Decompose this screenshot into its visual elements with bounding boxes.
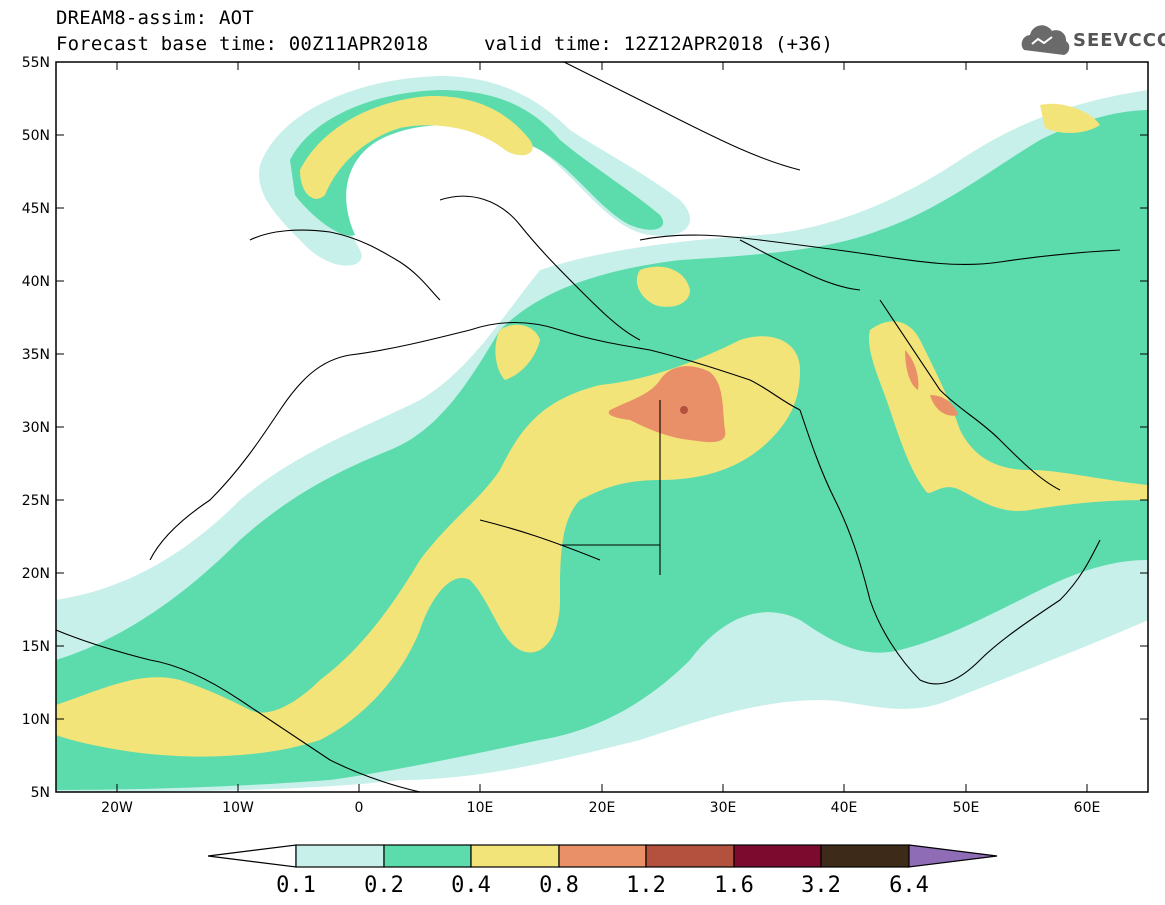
logo-text: SEEVCCC bbox=[1073, 30, 1165, 51]
colorbar-swatch bbox=[295, 844, 385, 868]
aot-band-0.4-caspian bbox=[1040, 103, 1100, 133]
colorbar-swatch bbox=[733, 844, 822, 868]
lat-label: 20N bbox=[22, 566, 50, 582]
lat-label: 50N bbox=[22, 128, 50, 144]
colorbar bbox=[207, 844, 998, 868]
longitude-axis: 20W 10W 0 10E 20E 30E 40E 50E 60E bbox=[101, 62, 1100, 816]
aot-band-0.4-europe bbox=[300, 95, 533, 199]
colorbar-labels: 0.1 0.2 0.4 0.8 1.2 1.6 3.2 6.4 bbox=[276, 873, 929, 898]
aot-band-0.4-gulf bbox=[869, 321, 1148, 511]
lat-label: 40N bbox=[22, 274, 50, 290]
coastlines bbox=[56, 62, 1121, 792]
lat-label: 5N bbox=[31, 785, 50, 801]
colorbar-label: 1.6 bbox=[714, 873, 754, 898]
lon-label: 60E bbox=[1074, 800, 1101, 816]
forecast-base-time: Forecast base time: 00Z11APR2018 bbox=[56, 33, 429, 55]
aot-band-1.2 bbox=[680, 406, 688, 414]
lon-label: 20W bbox=[101, 800, 133, 816]
colorbar-label: 3.2 bbox=[801, 873, 841, 898]
lat-label: 45N bbox=[22, 201, 50, 217]
aot-field bbox=[56, 62, 1148, 792]
aot-band-0.4-west bbox=[56, 336, 800, 757]
colorbar-label: 0.4 bbox=[451, 873, 491, 898]
colorbar-swatch bbox=[383, 844, 472, 868]
aot-band-0.4-algeria bbox=[495, 324, 540, 380]
lon-label: 10W bbox=[222, 800, 254, 816]
colorbar-swatch bbox=[820, 844, 910, 868]
lat-label: 25N bbox=[22, 493, 50, 509]
lon-label: 10E bbox=[467, 800, 494, 816]
lat-label: 35N bbox=[22, 347, 50, 363]
colorbar-high-arrow bbox=[908, 844, 998, 868]
aot-band-0.8-iraq bbox=[905, 350, 919, 390]
colorbar-label: 0.2 bbox=[364, 873, 404, 898]
colorbar-swatch bbox=[645, 844, 735, 868]
lat-label: 30N bbox=[22, 420, 50, 436]
lon-label: 20E bbox=[589, 800, 616, 816]
aot-band-0.4-aegean bbox=[636, 266, 690, 307]
lat-label: 55N bbox=[22, 55, 50, 71]
colorbar-swatch bbox=[558, 844, 647, 868]
lat-label: 15N bbox=[22, 639, 50, 655]
colorbar-label: 0.8 bbox=[539, 873, 579, 898]
aot-band-0.8-kuwait bbox=[930, 395, 958, 416]
colorbar-label: 6.4 bbox=[889, 873, 929, 898]
colorbar-low-arrow bbox=[207, 844, 297, 868]
product-title: DREAM8-assim: AOT bbox=[56, 7, 254, 29]
colorbar-swatch bbox=[470, 844, 560, 868]
colorbar-label: 1.2 bbox=[626, 873, 666, 898]
latitude-axis: 55N 50N 45N 40N 35N 30N 25N 20N 15N 10N … bbox=[22, 55, 1148, 801]
lon-label: 0 bbox=[355, 800, 364, 816]
lon-label: 30E bbox=[710, 800, 737, 816]
lat-label: 10N bbox=[22, 712, 50, 728]
aot-band-0.8 bbox=[608, 366, 726, 443]
colorbar-label: 0.1 bbox=[276, 873, 316, 898]
lon-label: 40E bbox=[831, 800, 858, 816]
lon-label: 50E bbox=[953, 800, 980, 816]
valid-time: valid time: 12Z12APR2018 (+36) bbox=[484, 33, 834, 55]
